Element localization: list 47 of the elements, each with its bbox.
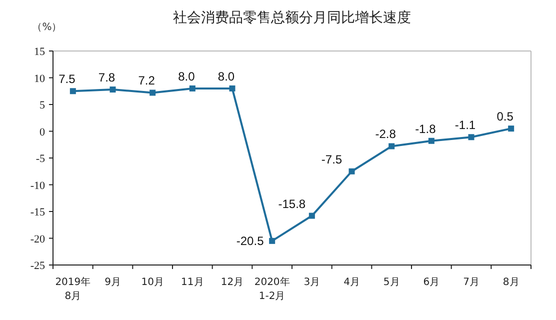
data-label: -20.5 [236, 234, 264, 248]
point [468, 134, 474, 140]
x-tick-label: 11月 [181, 277, 204, 288]
x-tick-label: 10月 [141, 277, 164, 288]
x-tick-label: 2020年 1-2月 [254, 276, 290, 302]
x-tick-label: 2019年 8月 [55, 276, 91, 302]
x-tick-label: 8月 [502, 277, 520, 288]
data-label: 7.2 [138, 74, 156, 88]
y-tick-label: -10 [30, 180, 46, 192]
y-tick-label: 10 [34, 72, 46, 85]
chart-title: 社会消费品零售总额分月同比增长速度 [173, 10, 411, 26]
x-tick-label: 5月 [383, 277, 400, 288]
point [508, 126, 514, 132]
data-label: -1.1 [454, 118, 476, 132]
point [428, 138, 434, 144]
y-tick-label: -5 [36, 153, 46, 165]
data-label: 8.0 [218, 69, 235, 84]
y-tick-label: 5 [40, 100, 46, 112]
x-tick-label: 12月 [220, 277, 244, 288]
x-tick-label: 4月 [344, 277, 360, 288]
y-tick-label: 15 [34, 46, 46, 58]
point [229, 85, 236, 92]
data-label: -1.8 [415, 122, 436, 136]
y-tick-label: -20 [30, 233, 46, 246]
y-tick-label: -25 [30, 260, 46, 272]
x-tick-label: 7月 [463, 277, 480, 288]
x-tick-label: 9月 [104, 277, 121, 288]
x-tick-label: 3月 [304, 277, 320, 288]
point [269, 238, 276, 244]
point [308, 212, 315, 219]
y-tick-label: -15 [30, 206, 46, 218]
data-label: 7.5 [58, 72, 76, 86]
x-tick-label: 6月 [423, 277, 440, 288]
point [110, 86, 116, 93]
point [150, 90, 156, 96]
data-label: -15.8 [278, 196, 306, 211]
y-axis-title: （%） [32, 22, 62, 33]
point [70, 88, 76, 94]
point [189, 85, 196, 92]
point [348, 168, 355, 174]
data-label: 7.8 [98, 70, 116, 85]
y-tick-label: 0 [40, 126, 46, 138]
data-label: 8.0 [178, 69, 196, 84]
data-label: 0.5 [496, 110, 514, 124]
data-label: -7.5 [321, 152, 342, 166]
point [388, 143, 395, 150]
data-label: -2.8 [375, 127, 396, 142]
